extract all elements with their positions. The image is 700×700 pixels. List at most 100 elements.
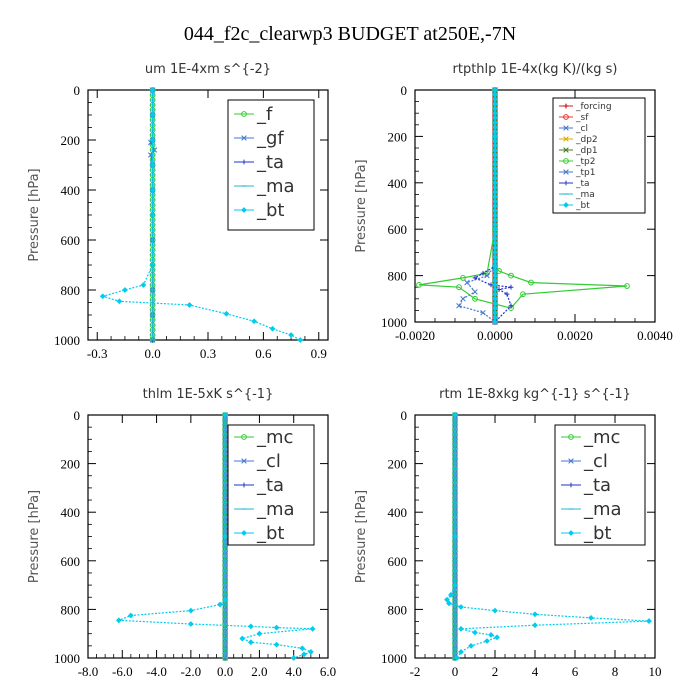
data-point-bt: [568, 530, 574, 536]
data-point-tp1: [480, 309, 486, 316]
chart-panel-3: thlm 1E-5xK s^{-1} Pressure [hPa] -8.0 -6.0…: [27, 387, 336, 679]
y-tick-label: 400: [388, 505, 408, 520]
data-point-bt: [149, 262, 156, 268]
data-point-mc: [241, 434, 247, 440]
y-tick-label: 0: [401, 408, 408, 423]
legend-label: _ma: [256, 499, 295, 520]
data-point-bt: [223, 310, 230, 317]
data-point-bt: [492, 152, 498, 158]
data-point-bt: [444, 596, 450, 603]
data-point-bt: [492, 105, 498, 112]
data-point-tp2: [416, 281, 422, 288]
data-point-bt: [492, 305, 498, 311]
y-tick-label: 1000: [381, 651, 407, 666]
data-point-bt: [116, 298, 123, 305]
chart-panel-1: um 1E-4xm s^{-2} Pressure [hPa] -0.3 0.0 0.3…: [27, 62, 329, 361]
legend-label: _cl: [583, 451, 608, 472]
x-tick-label: 0.0020: [557, 328, 593, 343]
data-point-bt: [122, 287, 128, 293]
data-point-bt: [492, 263, 498, 270]
x-tick-label: -0.3: [87, 346, 108, 361]
legend-label: _mc: [256, 427, 293, 448]
y-tick-label: 600: [388, 222, 408, 237]
data-point-bt: [492, 189, 498, 195]
data-point-tp2: [508, 272, 514, 279]
data-point-ta: [508, 303, 514, 309]
data-point-bt: [458, 625, 464, 632]
data-point-bt: [149, 162, 156, 168]
legend-label: _ma: [256, 176, 295, 197]
data-point-bt: [492, 226, 498, 233]
series-tp1: [456, 87, 498, 325]
x-tick-label: 0.9: [311, 346, 327, 361]
data-point-bt: [488, 632, 494, 638]
y-tick-label: 800: [388, 602, 408, 617]
data-point-bt: [307, 649, 314, 655]
data-point-bt: [458, 649, 464, 655]
data-point-tp2: [472, 295, 478, 302]
x-tick-label: 4.0: [286, 664, 302, 679]
panel-title: thlm 1E-5xK s^{-1}: [143, 387, 274, 402]
y-tick-label: 0: [74, 408, 81, 423]
data-point-ta: [472, 275, 478, 281]
data-point-bt: [492, 133, 498, 140]
data-point-bt: [563, 202, 569, 208]
data-point-bt: [492, 175, 498, 182]
data-point-ta: [568, 482, 574, 488]
y-tick-label: 200: [388, 457, 408, 472]
data-point-bt: [484, 638, 490, 644]
data-point-tp2: [528, 279, 534, 286]
y-axis-label: Pressure [hPa]: [27, 490, 42, 583]
data-point-bt: [492, 96, 498, 103]
data-point-bt: [458, 604, 464, 610]
data-point-bt: [532, 622, 538, 629]
y-tick-label: 800: [61, 283, 81, 298]
x-tick-label: 2: [492, 664, 499, 679]
data-point-bt: [494, 634, 500, 641]
data-point-mc: [568, 434, 574, 440]
data-point-bt: [186, 302, 193, 308]
data-point-bt: [140, 282, 147, 288]
data-point-bt: [222, 412, 229, 418]
data-point-bt: [149, 112, 156, 118]
data-point-cl: [563, 125, 569, 131]
series-line-tp2: [418, 90, 628, 309]
legend-label: _cl: [256, 451, 281, 472]
legend-label: _f: [256, 104, 273, 125]
legend: _f _gf _ta _ma _bt: [227, 99, 315, 231]
y-tick-label: 200: [61, 133, 81, 148]
legend-label: _ta: [256, 475, 284, 496]
data-point-bt: [247, 623, 254, 630]
y-tick-label: 600: [388, 554, 408, 569]
legend-label: _dp2: [575, 135, 598, 145]
data-point-tp2: [460, 275, 466, 281]
y-axis-label: Pressure [hPa]: [27, 168, 42, 261]
data-point-bt: [492, 314, 498, 321]
y-tick-label: 1000: [54, 333, 80, 348]
data-point-bt: [492, 240, 498, 247]
data-point-bt: [492, 142, 498, 149]
legend-label: _mc: [583, 427, 620, 448]
legend-label: _sf: [575, 113, 589, 123]
data-point-bt: [492, 207, 498, 214]
data-point-tp2: [456, 284, 462, 291]
legend-label: _forcing: [575, 102, 612, 112]
x-tick-label: -6.0: [112, 664, 133, 679]
data-point-ta: [241, 159, 247, 165]
data-point-bt: [149, 137, 156, 143]
x-tick-label: 0.3: [200, 346, 216, 361]
data-point-tp1: [456, 303, 462, 309]
data-point-bt: [492, 258, 498, 265]
x-tick-label: -4.0: [146, 664, 167, 679]
data-point-dp1: [563, 147, 569, 153]
x-tick-label: 0: [452, 664, 459, 679]
x-tick-label: 6: [572, 664, 579, 679]
data-point-bt: [127, 612, 134, 619]
data-point-tp2: [520, 291, 526, 298]
data-point-bt: [492, 198, 498, 205]
series-bt: [444, 412, 652, 661]
data-point-bt: [99, 293, 106, 300]
legend-label: _bt: [575, 201, 590, 211]
y-tick-label: 400: [61, 183, 81, 198]
